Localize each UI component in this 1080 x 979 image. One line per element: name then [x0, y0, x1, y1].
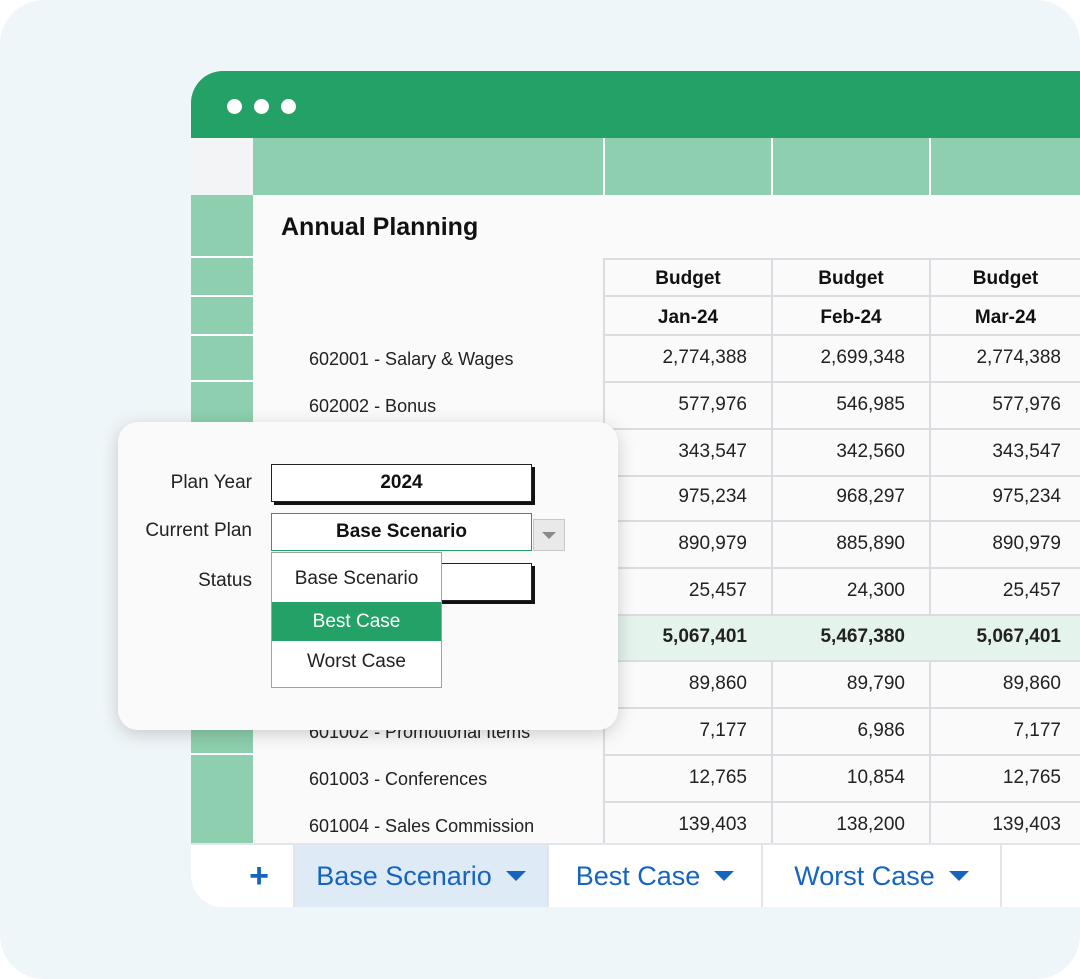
tab-base-scenario[interactable]: Base Scenario: [295, 845, 549, 907]
column-header-period: Mar-24: [974, 307, 1037, 328]
table-cell[interactable]: 5,467,380: [820, 626, 905, 647]
plan-year-label: Plan Year: [170, 472, 252, 493]
table-cell[interactable]: 968,297: [836, 486, 905, 507]
table-cell[interactable]: 12,765: [1002, 767, 1061, 788]
table-cell[interactable]: 890,979: [992, 533, 1061, 554]
tab-worst-case[interactable]: Worst Case: [763, 845, 1002, 907]
table-cell[interactable]: 6,986: [857, 720, 905, 741]
table-cell[interactable]: 885,890: [836, 533, 905, 554]
table-cell[interactable]: 7,177: [699, 720, 747, 741]
table-cell[interactable]: 24,300: [846, 580, 905, 601]
dropdown-button[interactable]: [533, 519, 565, 551]
sheet-grid: Annual Planning Budget Budget Budget Jan…: [253, 195, 1080, 843]
row-label: 602001 - Salary & Wages: [309, 349, 514, 369]
row-header[interactable]: [191, 297, 253, 334]
spreadsheet-window: Annual Planning Budget Budget Budget Jan…: [191, 71, 1080, 907]
column-header-period: Feb-24: [820, 307, 882, 328]
current-plan-select[interactable]: Base Scenario: [271, 513, 532, 551]
sheet-title: Annual Planning: [281, 213, 479, 241]
table-cell[interactable]: 2,774,388: [662, 347, 747, 368]
chevron-down-icon: [542, 532, 556, 539]
table-cell[interactable]: 25,457: [688, 580, 747, 601]
plan-year-field[interactable]: 2024: [271, 464, 532, 502]
table-cell[interactable]: 975,234: [992, 486, 1061, 507]
table-cell[interactable]: 5,067,401: [662, 626, 747, 647]
dropdown-option[interactable]: Base Scenario: [294, 568, 419, 589]
tab-best-case[interactable]: Best Case: [549, 845, 763, 907]
plus-icon: +: [249, 856, 269, 895]
table-cell[interactable]: 577,976: [678, 394, 747, 415]
caret-down-icon[interactable]: [948, 871, 969, 881]
column-header-d[interactable]: [931, 138, 1080, 195]
column-header-b[interactable]: [605, 138, 771, 195]
caret-down-icon[interactable]: [714, 871, 735, 881]
window-titlebar: [191, 71, 1080, 138]
corner-cell[interactable]: [191, 138, 253, 195]
tab-label: Worst Case: [794, 860, 935, 891]
tab-label: Best Case: [575, 860, 701, 891]
table-cell[interactable]: 975,234: [678, 486, 747, 507]
table-cell[interactable]: 343,547: [678, 441, 747, 462]
table-cell[interactable]: 7,177: [1013, 720, 1061, 741]
row-label: 601004 - Sales Commission: [309, 816, 535, 836]
row-header[interactable]: [191, 382, 253, 426]
table-cell[interactable]: 342,560: [836, 441, 905, 462]
row-header[interactable]: [191, 336, 253, 380]
table-cell[interactable]: 89,790: [846, 673, 905, 694]
plan-dropdown-list: Base Scenario Best Case Worst Case: [271, 552, 442, 688]
window-dot-icon[interactable]: [254, 99, 269, 114]
table-cell[interactable]: 139,403: [992, 814, 1061, 835]
table-cell[interactable]: 89,860: [1002, 673, 1061, 694]
table-cell[interactable]: 10,854: [846, 767, 905, 788]
row-header[interactable]: [191, 195, 253, 256]
caret-down-icon[interactable]: [505, 871, 526, 881]
row-header[interactable]: [191, 799, 253, 843]
column-header-budget: Budget: [655, 268, 721, 289]
table-cell[interactable]: 343,547: [992, 441, 1061, 462]
column-header-period: Jan-24: [657, 307, 719, 328]
total-row-highlight: [603, 616, 1080, 661]
dropdown-option[interactable]: Worst Case: [307, 651, 406, 672]
dropdown-option[interactable]: Best Case: [272, 602, 441, 641]
tab-label: Base Scenario: [316, 860, 492, 891]
status-label: Status: [198, 570, 252, 591]
table-cell[interactable]: 5,067,401: [976, 626, 1061, 647]
table-cell[interactable]: 890,979: [678, 533, 747, 554]
table-cell[interactable]: 2,699,348: [820, 347, 905, 368]
table-cell[interactable]: 577,976: [992, 394, 1061, 415]
column-header-budget: Budget: [818, 268, 884, 289]
table-cell[interactable]: 2,774,388: [976, 347, 1061, 368]
plan-settings-popup: Plan Year 2024 Current Plan Base Scenari…: [118, 422, 618, 730]
window-dot-icon[interactable]: [281, 99, 296, 114]
table-cell[interactable]: 25,457: [1002, 580, 1061, 601]
table-cell[interactable]: 138,200: [836, 814, 905, 835]
column-header-bar: [191, 138, 1080, 195]
sheet-tabs-bar: + Base Scenario Best Case Worst Case: [191, 843, 1080, 907]
table-cell[interactable]: 546,985: [836, 394, 905, 415]
add-sheet-button[interactable]: +: [225, 845, 295, 907]
row-label: 601003 - Conferences: [309, 769, 488, 789]
column-header-a[interactable]: [253, 138, 603, 195]
table-cell[interactable]: 89,860: [688, 673, 747, 694]
current-plan-label: Current Plan: [145, 520, 252, 541]
window-dot-icon[interactable]: [227, 99, 242, 114]
table-cell[interactable]: 12,765: [688, 767, 747, 788]
column-header-c[interactable]: [773, 138, 929, 195]
column-header-budget: Budget: [972, 268, 1039, 289]
row-header[interactable]: [191, 258, 253, 295]
row-label: 602002 - Bonus: [309, 396, 437, 416]
table-cell[interactable]: 139,403: [678, 814, 747, 835]
